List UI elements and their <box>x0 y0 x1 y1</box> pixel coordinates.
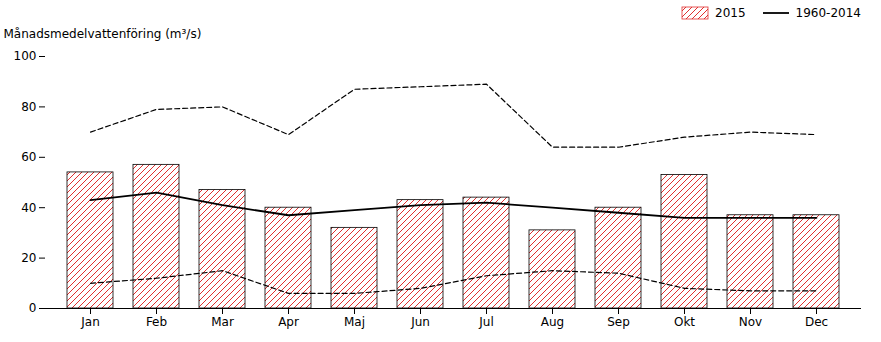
svg-text:Nov: Nov <box>739 315 762 329</box>
svg-text:40: 40 <box>21 201 36 215</box>
svg-text:Maj: Maj <box>344 315 365 329</box>
svg-text:Jul: Jul <box>478 315 493 329</box>
svg-text:Apr: Apr <box>278 315 299 329</box>
html-text:2015: 2015 <box>715 6 746 20</box>
svg-text:Okt: Okt <box>674 315 695 329</box>
svg-text:Sep: Sep <box>607 315 630 329</box>
svg-text:Mar: Mar <box>211 315 234 329</box>
svg-text:Månadsmedelvattenföring (m³/s): Månadsmedelvattenföring (m³/s) <box>4 27 202 41</box>
svg-text:100: 100 <box>14 49 37 63</box>
svg-text:Jun: Jun <box>410 315 430 329</box>
html-text:1960-2014: 1960-2014 <box>795 6 861 20</box>
svg-text:80: 80 <box>21 100 36 114</box>
svg-text:Feb: Feb <box>146 315 167 329</box>
svg-text:Aug: Aug <box>541 315 564 329</box>
svg-text:Jan: Jan <box>80 315 100 329</box>
svg-text:20: 20 <box>21 251 36 265</box>
svg-text:Dec: Dec <box>805 315 828 329</box>
svg-text:60: 60 <box>21 150 36 164</box>
svg-text:0: 0 <box>29 301 37 315</box>
